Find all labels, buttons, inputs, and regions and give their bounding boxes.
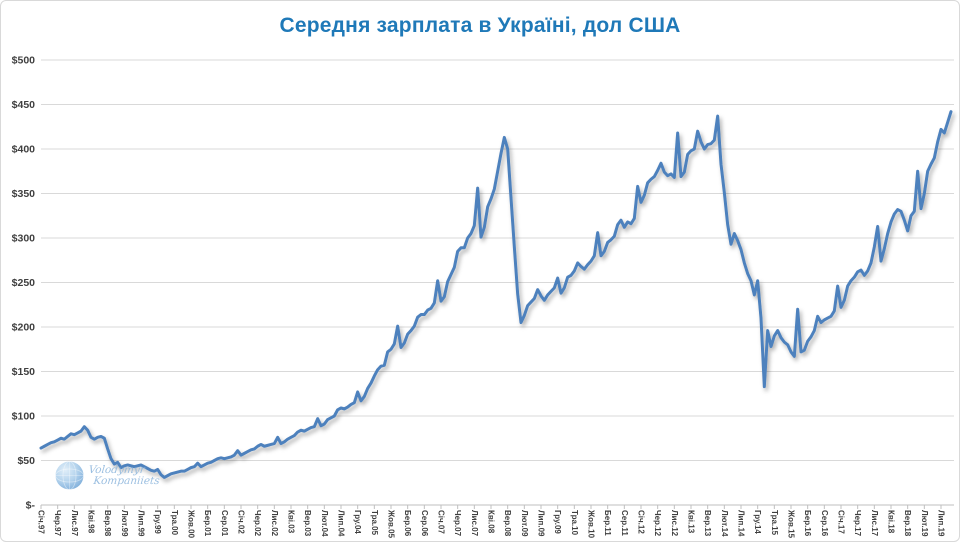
svg-text:$-: $- [26,500,36,512]
svg-text:Лют.09: Лют.09 [520,510,529,537]
svg-text:Тра.10: Тра.10 [570,510,579,536]
svg-text:Бер.01: Бер.01 [203,510,212,537]
svg-text:Жов.15: Жов.15 [787,509,796,539]
svg-text:Лип.99: Лип.99 [137,510,146,537]
svg-text:Лют.14: Лют.14 [720,510,729,537]
svg-text:Січ.17: Січ.17 [837,510,846,534]
svg-text:Чер.02: Чер.02 [253,510,262,537]
svg-text:Вер.08: Вер.08 [503,510,512,537]
svg-text:$500: $500 [12,55,36,67]
svg-text:Кві.18: Кві.18 [887,510,896,534]
svg-text:Січ.97: Січ.97 [37,510,46,534]
svg-text:Лип.14: Лип.14 [737,510,746,537]
svg-text:Лип.09: Лип.09 [537,510,546,537]
svg-text:Січ.12: Січ.12 [637,510,646,534]
svg-text:$100: $100 [12,411,36,423]
svg-text:Гру.99: Гру.99 [153,510,162,534]
svg-text:Бер.16: Бер.16 [803,510,812,537]
svg-text:Чер.17: Чер.17 [853,510,862,537]
svg-text:Вер.03: Вер.03 [303,510,312,537]
svg-text:Лис.07: Лис.07 [470,510,479,537]
svg-text:$150: $150 [12,366,36,378]
svg-text:$300: $300 [12,233,36,245]
svg-text:Вер.13: Вер.13 [703,510,712,537]
svg-text:Чер.07: Чер.07 [453,510,462,537]
svg-text:$50: $50 [17,455,35,467]
svg-text:Лип.19: Лип.19 [937,510,946,537]
svg-text:Лип.04: Лип.04 [337,510,346,537]
svg-text:Лис.97: Лис.97 [70,510,79,537]
svg-text:Лют.99: Лют.99 [120,510,129,537]
svg-text:Кві.98: Кві.98 [87,510,96,534]
svg-text:Лют.19: Лют.19 [920,510,929,537]
svg-text:Лис.12: Лис.12 [670,510,679,537]
svg-text:Гру.09: Гру.09 [553,510,562,534]
svg-text:Гру.04: Гру.04 [353,510,362,534]
svg-text:Жов.10: Жов.10 [587,509,596,539]
svg-text:$450: $450 [12,99,36,111]
svg-text:Жов.00: Жов.00 [187,509,196,539]
svg-text:Гру.14: Гру.14 [753,510,762,534]
svg-text:Тра.00: Тра.00 [170,510,179,536]
svg-text:Лис.02: Лис.02 [270,510,279,537]
svg-text:Сер.01: Сер.01 [220,510,229,537]
chart-title: Середня зарплата в Україні, дол США [279,14,681,37]
svg-text:Вер.98: Вер.98 [103,510,112,537]
svg-text:Кві.13: Кві.13 [687,510,696,534]
svg-text:Вер.18: Вер.18 [903,510,912,537]
svg-text:Січ.07: Січ.07 [437,510,446,534]
svg-text:Лис.17: Лис.17 [870,510,879,537]
svg-text:Кві.03: Кві.03 [287,510,296,534]
svg-text:Лют.04: Лют.04 [320,510,329,537]
svg-text:Тра.05: Тра.05 [370,510,379,536]
svg-text:$350: $350 [12,188,36,200]
svg-text:Сер.11: Сер.11 [620,510,629,536]
svg-text:$400: $400 [12,144,36,156]
svg-text:$250: $250 [12,277,36,289]
svg-text:Чер.97: Чер.97 [53,510,62,537]
svg-text:Бер.06: Бер.06 [403,510,412,537]
svg-text:Сер.06: Сер.06 [420,510,429,537]
svg-text:Кві.08: Кві.08 [487,510,496,534]
svg-text:Тра.15: Тра.15 [770,510,779,536]
svg-text:$200: $200 [12,322,36,334]
svg-text:Бер.11: Бер.11 [603,510,612,536]
svg-text:Чер.12: Чер.12 [653,510,662,537]
svg-text:Сер.16: Сер.16 [820,510,829,537]
svg-text:Січ.02: Січ.02 [237,510,246,534]
svg-text:Жов.05: Жов.05 [387,509,396,539]
